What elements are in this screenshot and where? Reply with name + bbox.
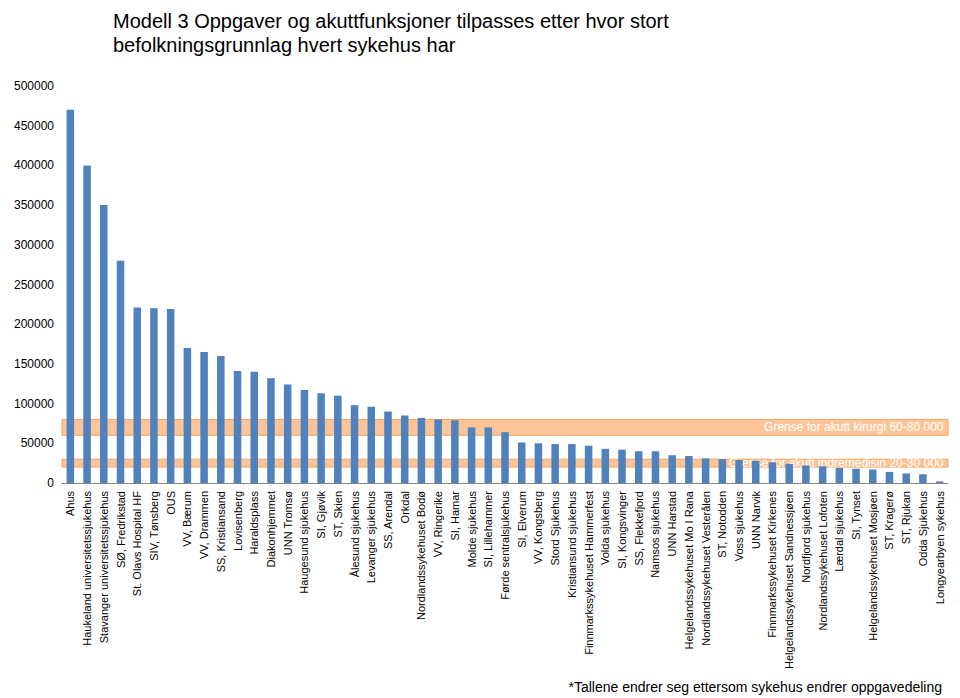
svg-text:100000: 100000 xyxy=(14,397,54,411)
svg-text:Volda sjukehus: Volda sjukehus xyxy=(599,491,611,565)
svg-text:Nordlandssykehuset Lofoten: Nordlandssykehuset Lofoten xyxy=(817,491,829,630)
svg-text:SIV, Tønsberg: SIV, Tønsberg xyxy=(148,491,160,561)
svg-text:SØ, Fredrikstad: SØ, Fredrikstad xyxy=(115,491,127,568)
svg-text:SI, Hamar: SI, Hamar xyxy=(449,491,461,541)
svg-text:Nordfjord sjukehus: Nordfjord sjukehus xyxy=(800,491,812,583)
svg-text:VV, Kongsberg: VV, Kongsberg xyxy=(532,491,544,564)
svg-text:SI, Lillehammer: SI, Lillehammer xyxy=(482,491,494,568)
svg-text:VV, Drammen: VV, Drammen xyxy=(198,491,210,559)
svg-text:SI, Tynset: SI, Tynset xyxy=(850,491,862,540)
svg-text:ST, Kragerø: ST, Kragerø xyxy=(883,491,895,550)
svg-text:Haugesund sjukehus: Haugesund sjukehus xyxy=(298,491,310,594)
svg-text:Levanger sjukehus: Levanger sjukehus xyxy=(365,491,377,584)
svg-text:SS, Flekkefjord: SS, Flekkefjord xyxy=(633,491,645,566)
svg-text:Lovisenberg: Lovisenberg xyxy=(232,491,244,551)
svg-text:Odda Sjukehus: Odda Sjukehus xyxy=(917,491,929,567)
svg-text:Modell 3 Oppgaver og akuttfunk: Modell 3 Oppgaver og akuttfunksjoner til… xyxy=(113,10,674,32)
svg-text:befolkningsgrunnlag hvert syke: befolkningsgrunnlag hvert sykehus har xyxy=(113,34,456,56)
svg-text:150000: 150000 xyxy=(14,357,54,371)
svg-text:VV, Bærum: VV, Bærum xyxy=(181,491,193,547)
svg-text:Nordlandssykehuset Bodø: Nordlandssykehuset Bodø xyxy=(415,491,427,620)
svg-text:450000: 450000 xyxy=(14,119,54,133)
svg-text:VV, Ringerike: VV, Ringerike xyxy=(432,491,444,557)
svg-text:ST, Notodden: ST, Notodden xyxy=(716,491,728,558)
svg-text:Lærdal sjukehus: Lærdal sjukehus xyxy=(833,491,845,572)
svg-text:Haraldsplass: Haraldsplass xyxy=(248,491,260,555)
svg-text:350000: 350000 xyxy=(14,198,54,212)
svg-text:Grense for akutt kirurgi 60-80: Grense for akutt kirurgi 60-80 000 xyxy=(764,420,944,434)
svg-text:500000: 500000 xyxy=(14,79,54,93)
svg-text:400000: 400000 xyxy=(14,158,54,172)
svg-text:300000: 300000 xyxy=(14,238,54,252)
svg-text:Nordlandssykehuset Vesterålen: Nordlandssykehuset Vesterålen xyxy=(700,491,712,646)
svg-text:ST, Skien: ST, Skien xyxy=(332,491,344,537)
svg-text:Ålesund sjukehus: Ålesund sjukehus xyxy=(349,491,361,578)
svg-text:Grense for akutt indremedisin: Grense for akutt indremedisin 20-30 000 xyxy=(728,456,944,471)
svg-text:St. Olavs Hospital HF: St. Olavs Hospital HF xyxy=(131,491,143,596)
svg-text:Namsos sjukehus: Namsos sjukehus xyxy=(649,491,661,578)
svg-text:SS, Arendal: SS, Arendal xyxy=(382,491,394,549)
svg-text:UNN Harstad: UNN Harstad xyxy=(666,491,678,556)
svg-text:SI, Elverum: SI, Elverum xyxy=(516,491,528,548)
svg-text:ST, Rjukan: ST, Rjukan xyxy=(900,491,912,544)
svg-text:UNN Tromsø: UNN Tromsø xyxy=(282,491,294,555)
svg-text:Helgelandssykehuset Mo I Rana: Helgelandssykehuset Mo I Rana xyxy=(683,490,695,649)
svg-text:*Tallene endrer seg ettersom s: *Tallene endrer seg ettersom sykehus end… xyxy=(568,679,942,695)
svg-text:Haukeland universitetssjukehus: Haukeland universitetssjukehus xyxy=(81,491,93,646)
svg-text:UNN Narvik: UNN Narvik xyxy=(750,491,762,550)
svg-text:OUS: OUS xyxy=(165,491,177,515)
svg-text:0: 0 xyxy=(47,476,54,490)
svg-text:SI, Kongsvinger: SI, Kongsvinger xyxy=(616,491,628,569)
svg-text:Ahus: Ahus xyxy=(64,491,76,517)
svg-text:Finnmarkssykehuset Kirkenes: Finnmarkssykehuset Kirkenes xyxy=(766,491,778,638)
svg-text:SS, Kristiansand: SS, Kristiansand xyxy=(215,491,227,572)
svg-text:Orkdal: Orkdal xyxy=(399,491,411,523)
svg-text:Longyearbyen sykehus: Longyearbyen sykehus xyxy=(934,491,946,605)
svg-text:Helgelandssykehuset Mosjøen: Helgelandssykehuset Mosjøen xyxy=(867,491,879,641)
svg-text:Kristiansund sjukehus: Kristiansund sjukehus xyxy=(566,491,578,599)
svg-text:250000: 250000 xyxy=(14,278,54,292)
svg-text:Førde sentralsjukehus: Førde sentralsjukehus xyxy=(499,491,511,600)
svg-text:50000: 50000 xyxy=(21,436,55,450)
svg-text:Finnmarkssykehuset Hammerfest: Finnmarkssykehuset Hammerfest xyxy=(583,491,595,655)
svg-text:SI, Gjøvik: SI, Gjøvik xyxy=(315,491,327,539)
svg-text:Molde sjukehus: Molde sjukehus xyxy=(466,491,478,568)
svg-text:Voss sjukehus: Voss sjukehus xyxy=(733,491,745,562)
svg-text:200000: 200000 xyxy=(14,317,54,331)
svg-text:Stavanger universitetssjukehus: Stavanger universitetssjukehus xyxy=(98,491,110,644)
svg-text:Stord Sjukehus: Stord Sjukehus xyxy=(549,491,561,566)
svg-text:Diakonhjemmet: Diakonhjemmet xyxy=(265,491,277,567)
svg-text:Helgelandssykehuset Sandnessjø: Helgelandssykehuset Sandnessjøen xyxy=(783,491,795,669)
